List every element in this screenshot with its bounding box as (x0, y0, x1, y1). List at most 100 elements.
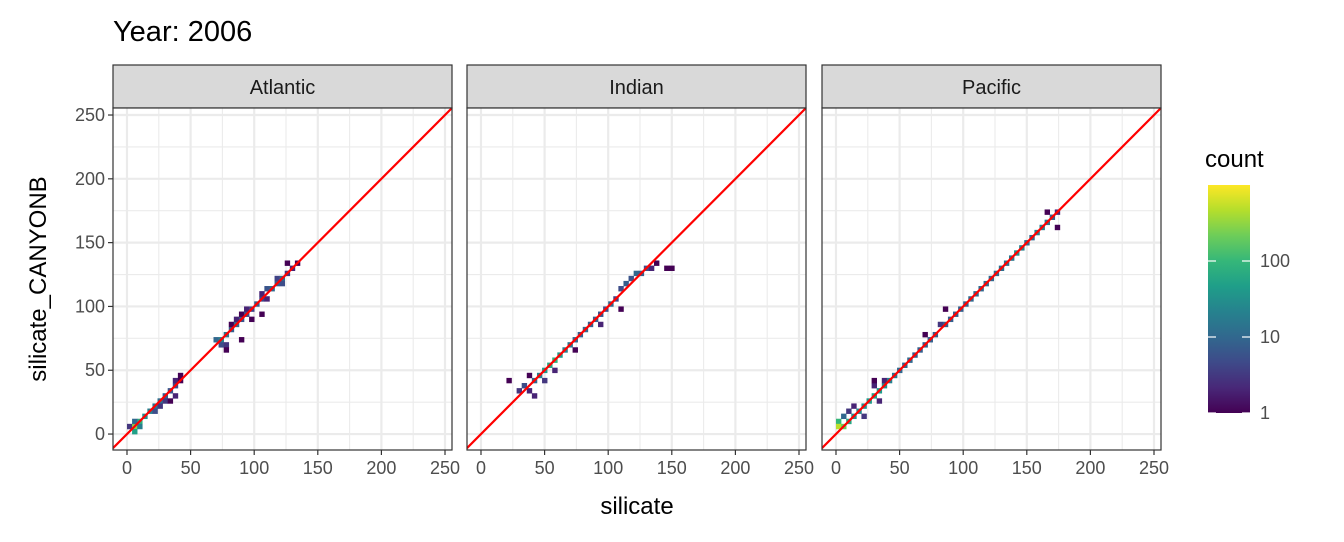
bin-cell (137, 423, 143, 430)
x-tick-label: 150 (303, 458, 333, 478)
facet-panel-atlantic: Atlantic 0 50 100 150 200 250 0 50 100 150 200 250 (75, 64, 460, 478)
grid-lines (467, 108, 806, 450)
chart-title: Year: 2006 (113, 16, 252, 48)
bin-cell (172, 393, 179, 399)
bin-cell (157, 403, 163, 409)
bin-cell (876, 398, 883, 404)
bin-cell (274, 275, 280, 282)
panel-border (821, 107, 1162, 451)
bin-cell (846, 408, 852, 414)
bin-cell (177, 372, 184, 379)
facet-strip-label: Atlantic (250, 77, 316, 99)
bin-cell (259, 311, 265, 317)
bin-cell (669, 265, 675, 272)
bin-cell (531, 393, 538, 399)
panel-border (466, 107, 807, 451)
bin-cell (249, 316, 255, 323)
bin-cell (167, 398, 174, 404)
bin-cell (521, 383, 528, 389)
bin-cell (861, 413, 867, 420)
y-tick-label: 250 (75, 105, 105, 125)
legend-tick-label: 10 (1260, 327, 1280, 347)
bin-cell (279, 280, 286, 287)
bin-cell (618, 286, 624, 292)
bin-cell (633, 270, 640, 277)
facet-strip-label: Indian (609, 77, 664, 99)
x-tick-label: 50 (181, 458, 201, 478)
x-tick-label: 50 (890, 458, 910, 478)
x-tick-label: 200 (366, 458, 396, 478)
bin-cell (851, 403, 857, 409)
y-tick-label: 100 (75, 296, 105, 316)
x-tick-label: 150 (1012, 458, 1042, 478)
bin-cell (526, 388, 533, 394)
bin-cell (284, 260, 291, 266)
bin-cell (835, 423, 842, 430)
panel-border (112, 107, 453, 451)
x-tick-label: 100 (948, 458, 978, 478)
y-tick-label: 200 (75, 169, 105, 189)
bin-cell (213, 337, 219, 343)
bin-cell (628, 275, 634, 282)
bin-cell (653, 260, 660, 266)
bin-cell (228, 321, 235, 328)
grid-lines (113, 108, 452, 450)
identity-line (822, 108, 1161, 449)
bin-cell (132, 428, 138, 435)
x-tick-label: 50 (535, 458, 555, 478)
bin-cell (516, 388, 522, 394)
bin-cell (648, 265, 655, 272)
bin-cell (598, 321, 604, 328)
legend-tick-label: 1 (1260, 403, 1270, 423)
bin-cell (1044, 209, 1050, 215)
legend-tick-label: 100 (1260, 251, 1290, 271)
bin-cell (841, 413, 847, 420)
x-tick-label: 150 (657, 458, 687, 478)
bin-cell (664, 265, 670, 272)
bin-cell (132, 418, 138, 425)
bin-cell (835, 418, 842, 425)
identity-line (113, 108, 452, 449)
facet-panel-indian: Indian 0 50 100 150 200 250 (466, 64, 814, 478)
bin-cell (244, 306, 250, 312)
bin-cell (152, 408, 158, 414)
x-tick-label: 100 (239, 458, 269, 478)
x-tick-label: 250 (430, 458, 460, 478)
x-tick-label: 0 (122, 458, 132, 478)
bin-cell (126, 423, 133, 430)
bin-cell (238, 337, 245, 343)
bin-cell (223, 347, 230, 353)
bin-cell (881, 377, 888, 384)
x-axis-title: silicate (600, 493, 673, 520)
facet-strip (466, 64, 807, 109)
facet-panels: Atlantic 0 50 100 150 200 250 0 50 100 150 200 250 In… (75, 64, 1169, 478)
y-tick-label: 0 (95, 424, 105, 444)
bin-cell (937, 321, 944, 328)
facet-panel-pacific: Pacific 0 50 100 150 200 250 (821, 64, 1169, 478)
bin-cell (238, 311, 245, 317)
x-tick-label: 200 (720, 458, 750, 478)
y-tick-label: 150 (75, 233, 105, 253)
facet-strip-label: Pacific (962, 77, 1021, 99)
bin-cell (922, 331, 928, 338)
x-tick-label: 0 (476, 458, 486, 478)
bin-cell (264, 286, 270, 292)
bin-cell (259, 291, 265, 297)
bin-cell (871, 383, 877, 389)
bin-cell (572, 347, 578, 353)
bin-cell (264, 296, 270, 302)
x-tick-label: 100 (593, 458, 623, 478)
legend-title: count (1205, 146, 1264, 173)
bin-cell (233, 316, 240, 323)
bin-cell (871, 377, 877, 384)
y-axis-title: silicate_CANYONB (25, 176, 52, 381)
bin-cell (172, 377, 179, 384)
x-tick-label: 250 (1139, 458, 1169, 478)
bin-cell (506, 377, 512, 384)
bin-cell (552, 367, 558, 374)
bin-cell (218, 342, 224, 348)
bin-cell (542, 377, 548, 384)
identity-line (467, 108, 806, 449)
bin-cell (223, 342, 230, 348)
